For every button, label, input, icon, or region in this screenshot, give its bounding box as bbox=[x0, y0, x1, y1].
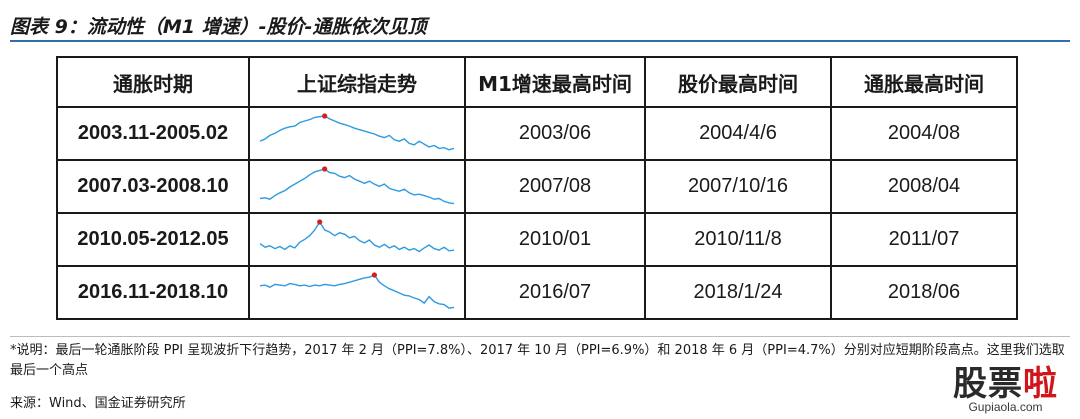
period-cell: 2010.05-2012.05 bbox=[56, 212, 250, 267]
peak-timing-table: 通胀时期 上证综指走势 M1增速最高时间 股价最高时间 通胀最高时间 2003.… bbox=[56, 56, 1018, 320]
peak-marker bbox=[322, 165, 328, 172]
data-table: 通胀时期 上证综指走势 M1增速最高时间 股价最高时间 通胀最高时间 2003.… bbox=[56, 56, 1018, 320]
header-stock-peak: 股价最高时间 bbox=[644, 56, 832, 108]
index-trend-line bbox=[259, 114, 455, 151]
table-row: 2010.05-2012.05 2010/01 2010/11/8 2011/0… bbox=[56, 212, 1018, 267]
sparkline-chart bbox=[259, 112, 455, 151]
sparkline-chart bbox=[259, 218, 455, 252]
stock-peak-cell: 2010/11/8 bbox=[644, 212, 832, 267]
m1-peak-cell: 2016/07 bbox=[464, 265, 646, 320]
watermark-url: Gupiaola.com bbox=[968, 400, 1043, 414]
sparkline-cell bbox=[248, 159, 466, 214]
header-period: 通胀时期 bbox=[56, 56, 250, 108]
header-row: 通胀时期 上证综指走势 M1增速最高时间 股价最高时间 通胀最高时间 bbox=[56, 56, 1018, 108]
inflation-peak-cell: 2008/04 bbox=[830, 159, 1018, 214]
peak-marker bbox=[317, 218, 323, 225]
index-trend-line bbox=[259, 273, 455, 309]
header-index-trend: 上证综指走势 bbox=[248, 56, 466, 108]
inflation-peak-cell: 2018/06 bbox=[830, 265, 1018, 320]
header-m1-peak: M1增速最高时间 bbox=[464, 56, 646, 108]
table-row: 2003.11-2005.02 2003/06 2004/4/6 2004/08 bbox=[56, 106, 1018, 161]
peak-marker bbox=[322, 112, 328, 119]
peak-marker bbox=[371, 271, 378, 278]
watermark-logo: 股票啦 bbox=[953, 366, 1058, 402]
stock-peak-cell: 2004/4/6 bbox=[644, 106, 832, 161]
m1-peak-cell: 2003/06 bbox=[464, 106, 646, 161]
period-cell: 2003.11-2005.02 bbox=[56, 106, 250, 161]
index-trend-line bbox=[259, 167, 455, 204]
sparkline-cell bbox=[248, 265, 466, 320]
inflation-peak-cell: 2011/07 bbox=[830, 212, 1018, 267]
index-trend-line bbox=[259, 220, 455, 252]
site-watermark: 股票啦 Gupiaola.com bbox=[953, 366, 1058, 414]
sparkline-cell bbox=[248, 106, 466, 161]
period-cell: 2007.03-2008.10 bbox=[56, 159, 250, 214]
figure-title-bar: 图表 9：流动性（M1 增速）-股价-通胀依次见顶 bbox=[10, 8, 1070, 42]
m1-peak-cell: 2010/01 bbox=[464, 212, 646, 267]
m1-peak-cell: 2007/08 bbox=[464, 159, 646, 214]
sparkline-cell bbox=[248, 212, 466, 267]
header-inflation-peak: 通胀最高时间 bbox=[830, 56, 1018, 108]
period-cell: 2016.11-2018.10 bbox=[56, 265, 250, 320]
stock-peak-cell: 2007/10/16 bbox=[644, 159, 832, 214]
footnote: *说明：最后一轮通胀阶段 PPI 呈现波折下行趋势，2017 年 2 月（PPI… bbox=[10, 336, 1070, 381]
stock-peak-cell: 2018/1/24 bbox=[644, 265, 832, 320]
table-row: 2007.03-2008.10 2007/08 2007/10/16 2008/… bbox=[56, 159, 1018, 214]
inflation-peak-cell: 2004/08 bbox=[830, 106, 1018, 161]
watermark-brand-left: 股票 bbox=[953, 364, 1023, 404]
table-row: 2016.11-2018.10 2016/07 2018/1/24 2018/0… bbox=[56, 265, 1018, 320]
figure-title: 图表 9：流动性（M1 增速）-股价-通胀依次见顶 bbox=[10, 16, 427, 38]
sparkline-chart bbox=[259, 165, 455, 204]
watermark-brand-right: 啦 bbox=[1023, 364, 1058, 404]
sparkline-chart bbox=[259, 271, 455, 309]
source-line: 来源：Wind、国金证券研究所 bbox=[10, 396, 186, 411]
